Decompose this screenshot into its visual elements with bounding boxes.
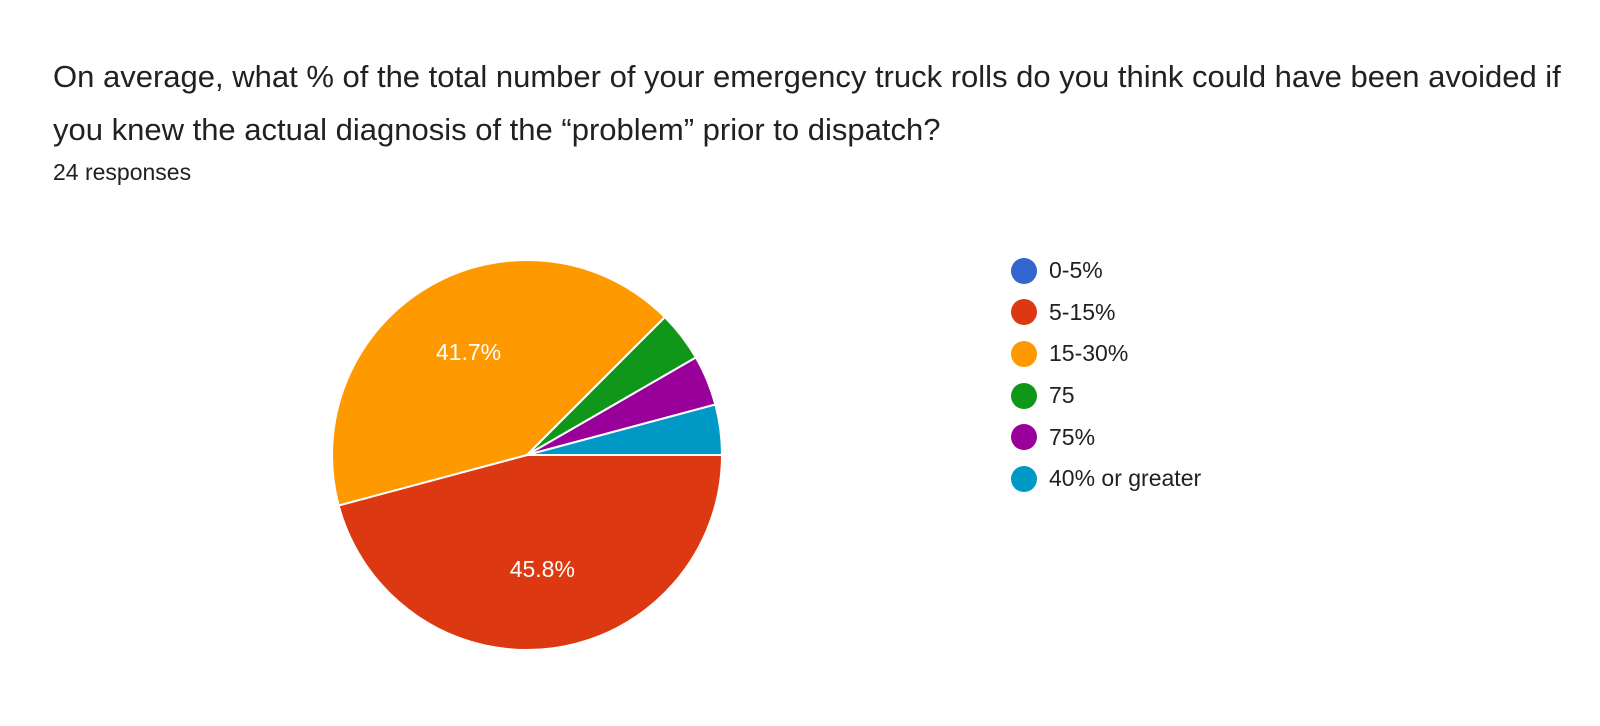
- legend-swatch: [1011, 465, 1037, 492]
- pie-slice-5-15-: [337, 454, 724, 651]
- legend-label: 15-30%: [1049, 340, 1129, 367]
- legend-item: 40% or greater: [1011, 458, 1201, 500]
- legend-item: 0-5%: [1011, 250, 1201, 292]
- legend-item: 75%: [1011, 416, 1201, 458]
- legend-label: 5-15%: [1049, 298, 1116, 325]
- legend-swatch: [1011, 257, 1037, 284]
- legend-label: 0-5%: [1049, 257, 1103, 284]
- legend-item: 75: [1011, 375, 1201, 417]
- legend-swatch: [1011, 340, 1037, 367]
- response-count: 24 responses: [53, 159, 192, 185]
- pie-slice-15-30-: [331, 258, 667, 507]
- legend-label: 75: [1049, 382, 1075, 409]
- legend-item: 5-15%: [1011, 292, 1201, 334]
- chart-legend: 0-5% 5-15% 15-30% 75 75% 40% or greater: [1011, 250, 1201, 500]
- question-title: On average, what % of the total number o…: [53, 59, 1561, 147]
- legend-swatch: [1011, 424, 1037, 451]
- legend-label: 40% or greater: [1049, 465, 1202, 492]
- legend-label: 75%: [1049, 423, 1096, 450]
- legend-item: 15-30%: [1011, 333, 1201, 375]
- pie-data-label: 45.8%: [510, 556, 575, 582]
- legend-swatch: [1011, 382, 1037, 409]
- legend-swatch: [1011, 299, 1037, 326]
- pie-slice-40-or-greater: [526, 403, 724, 456]
- pie-data-label: 41.7%: [436, 339, 501, 365]
